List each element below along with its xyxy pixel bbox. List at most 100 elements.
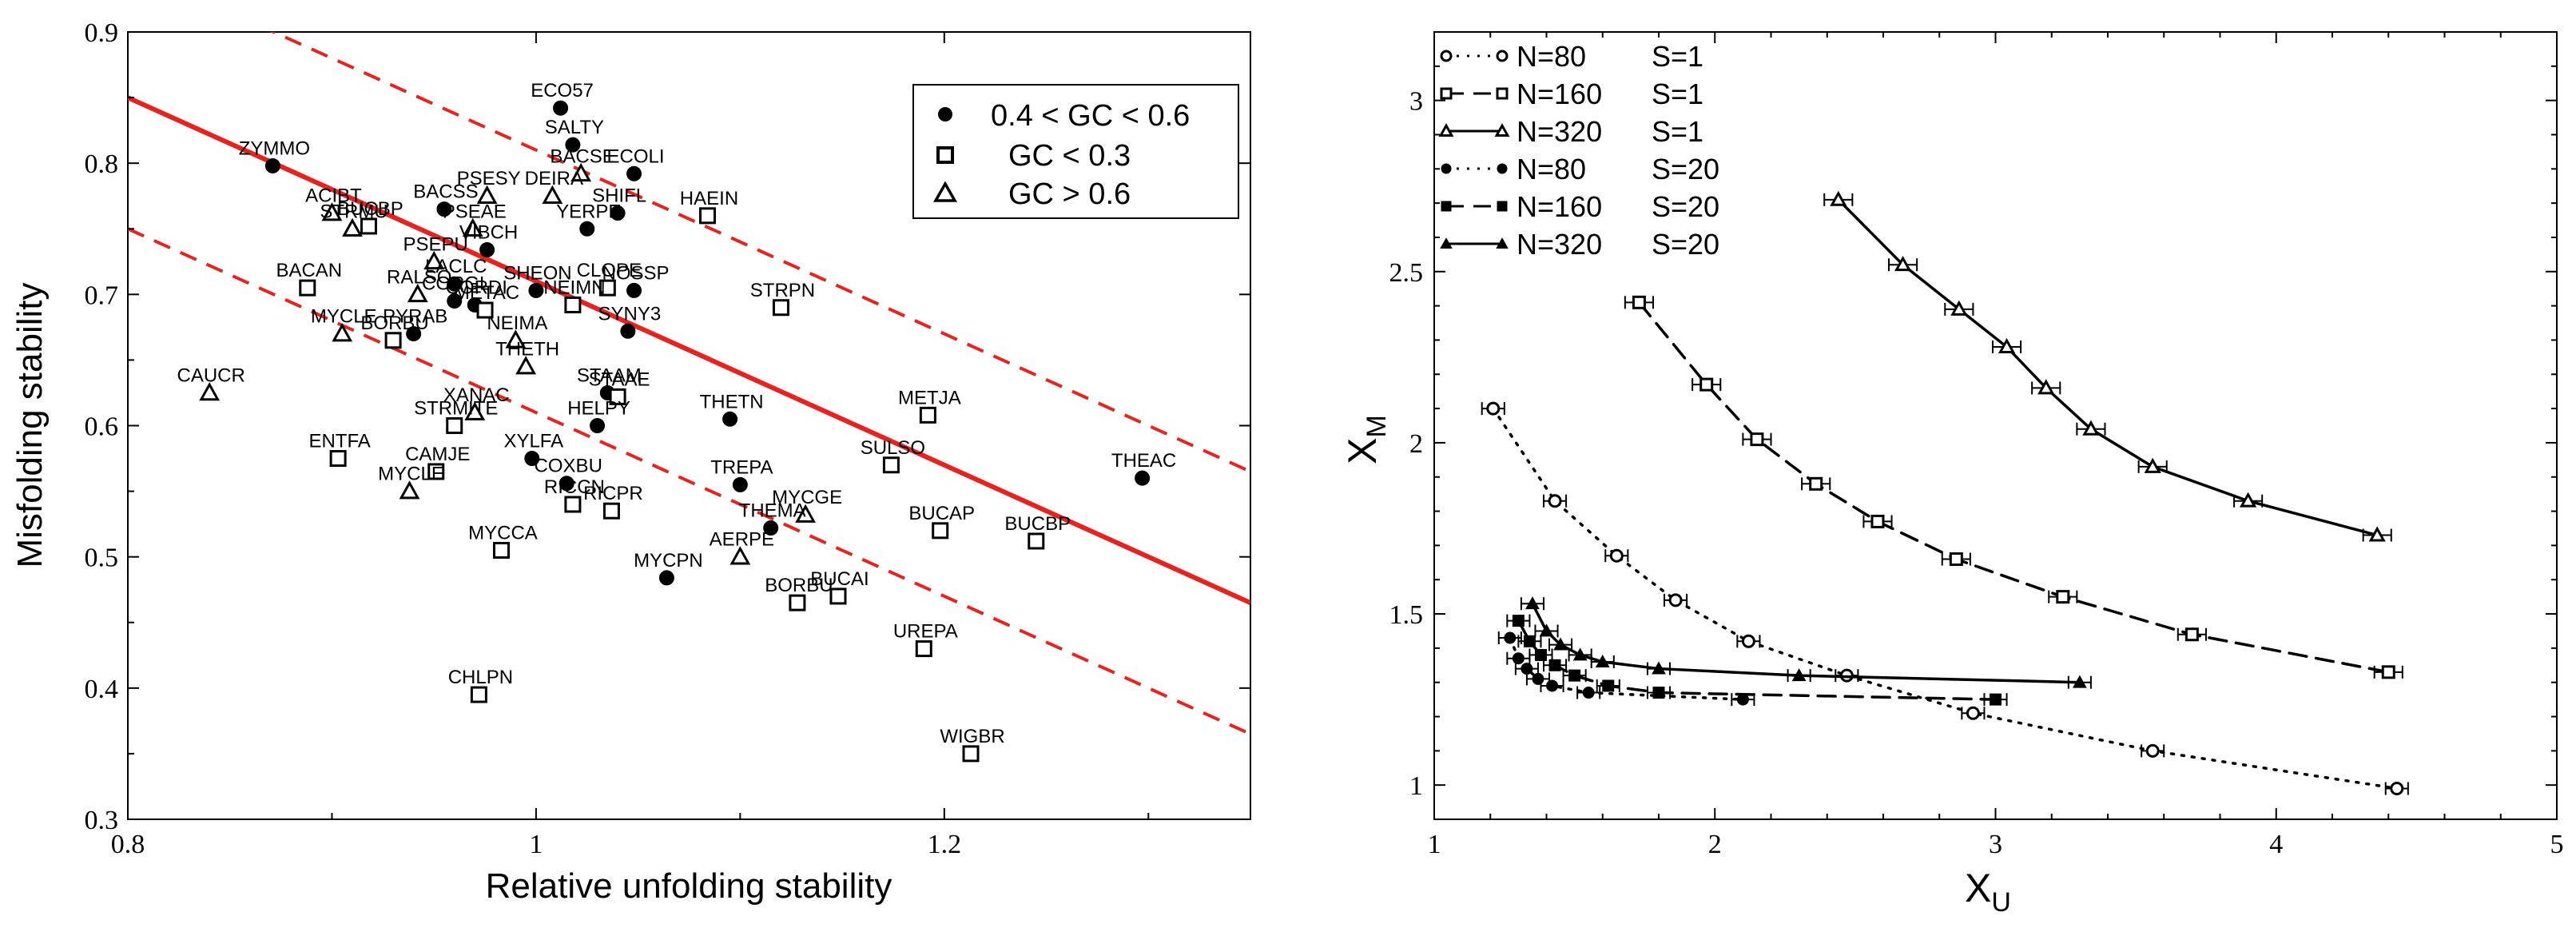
series-3 — [1823, 190, 2392, 542]
series-point — [1548, 494, 1562, 508]
point-label: THETH — [495, 339, 559, 360]
scatter-point: ZYMMO — [239, 137, 310, 173]
point-marker — [423, 250, 445, 270]
point-marker — [342, 217, 363, 237]
legend: N=80 S=1 N=160 S=1 N=320 S=1 N=80 S=20 N=160 S=20… — [1438, 40, 1719, 261]
point-marker — [321, 202, 343, 221]
scatter-point: ENTFA — [308, 431, 371, 468]
point-marker — [524, 451, 540, 467]
point-marker — [360, 217, 377, 235]
point-label: CLOPE — [577, 260, 642, 281]
point-label: NOSSP — [602, 262, 670, 284]
series-point — [1523, 635, 1536, 647]
point-marker — [772, 299, 789, 317]
series-point — [1548, 659, 1561, 671]
y-tick-label: 0.6 — [85, 412, 119, 442]
series-point — [1602, 679, 1615, 692]
series-point — [1486, 401, 1501, 416]
series-point — [2381, 665, 2395, 679]
point-label: PSEPU — [403, 233, 467, 255]
x-tick-label: 3 — [1989, 830, 2002, 859]
series-point — [1750, 432, 1764, 447]
legend-marker — [1496, 50, 1509, 62]
point-marker — [598, 279, 616, 297]
series-point — [2037, 379, 2055, 395]
x-tick-label: 1.2 — [928, 830, 962, 859]
series-point — [1582, 687, 1595, 699]
y-tick-label: 2 — [1409, 429, 1423, 459]
series-point — [1539, 623, 1554, 637]
legend-s-label: S=1 — [1652, 40, 1703, 73]
point-label: RICPR — [583, 483, 643, 504]
point-label: COXBU — [535, 456, 602, 477]
point-label: BORBU — [765, 575, 833, 596]
point-label: BORBU — [360, 313, 428, 334]
scatter-point: TREPA — [710, 456, 773, 492]
point-label: YERPE — [556, 201, 621, 222]
scatter-point: BORBU — [765, 575, 833, 611]
point-marker — [436, 201, 452, 217]
scatter-point: RICCN — [544, 476, 605, 513]
point-marker — [447, 293, 463, 309]
point-label: BACSE — [550, 145, 614, 167]
point-label: STAAM — [577, 364, 642, 386]
x-tick-label: 0.8 — [111, 830, 145, 859]
point-marker — [763, 520, 779, 536]
point-label: XYLFA — [503, 431, 563, 452]
x-axis-label: XU — [1965, 866, 2011, 918]
point-marker — [407, 283, 428, 303]
point-marker — [962, 745, 980, 763]
scatter-point: CAUCR — [177, 364, 245, 401]
point-label: MYCGE — [772, 487, 842, 508]
point-marker — [590, 418, 606, 433]
scatter-point: MYCCA — [468, 522, 538, 559]
series-point — [1632, 295, 1646, 309]
scatter-point: CLOPE — [577, 260, 642, 297]
scatter-point: BUCAI — [810, 568, 869, 605]
series-4 — [1497, 631, 1755, 707]
point-marker — [626, 282, 642, 298]
point-label: BUCAP — [908, 503, 975, 524]
series-point — [1595, 654, 1610, 667]
point-marker — [1028, 532, 1045, 550]
y-tick-label: 1.5 — [1389, 600, 1424, 630]
series-point — [1568, 669, 1581, 682]
series-point — [1830, 190, 1847, 206]
series-point — [1699, 377, 1714, 392]
point-label: BACSS — [413, 181, 478, 203]
series-point — [1990, 693, 2002, 706]
series-point — [1534, 648, 1547, 661]
point-marker — [399, 480, 420, 500]
series-point — [1809, 476, 1823, 491]
point-marker — [528, 282, 544, 298]
point-label: MYCLE — [378, 464, 444, 485]
x-tick-label: 1 — [529, 830, 543, 859]
legend-n-label: N=320 — [1517, 228, 1602, 261]
series-point — [1741, 634, 1755, 648]
legend-entry-3: N=320 S=1 — [1438, 115, 1703, 148]
scatter-point: HAEIN — [680, 188, 738, 225]
series-point — [2368, 526, 2386, 542]
point-label: WIGBR — [940, 726, 1004, 747]
scatter-point: BORBU — [360, 313, 429, 349]
point-label: SALTY — [545, 117, 604, 138]
scatter-point: DEIRA — [525, 168, 583, 204]
legend-entry-2: N=160 S=1 — [1440, 78, 1703, 110]
series-line — [1492, 407, 2399, 791]
series-1 — [1481, 401, 2409, 795]
scatter-point: CAMJE — [405, 444, 470, 480]
point-label: NEIMA — [487, 313, 547, 334]
point-label: ZYMMO — [239, 137, 310, 159]
series-5 — [1506, 614, 2008, 707]
series-point — [1966, 706, 1980, 720]
x-tick-label: 1 — [1428, 830, 1441, 859]
legend-square-marker — [936, 146, 954, 164]
point-marker — [329, 450, 347, 468]
scatter-point: HELPY — [567, 398, 630, 433]
legend-box — [912, 84, 1239, 219]
scatter-point: BACSE — [550, 145, 615, 182]
point-marker — [602, 502, 620, 520]
point-marker — [564, 496, 582, 513]
scatter-point: RICPR — [583, 483, 643, 520]
point-marker — [698, 207, 716, 225]
